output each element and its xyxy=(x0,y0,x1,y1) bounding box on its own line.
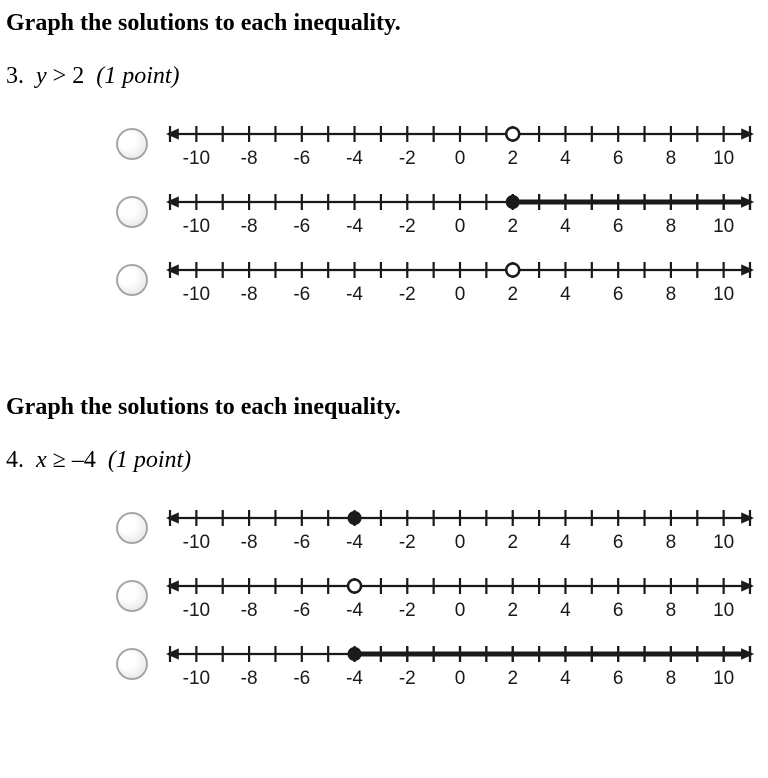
svg-text:8: 8 xyxy=(666,284,677,305)
svg-text:-10: -10 xyxy=(183,600,210,621)
svg-text:10: 10 xyxy=(713,148,734,169)
svg-text:-8: -8 xyxy=(241,668,258,689)
svg-text:10: 10 xyxy=(713,600,734,621)
svg-text:-8: -8 xyxy=(241,284,258,305)
svg-text:4: 4 xyxy=(560,284,571,305)
question-4-prompt: 4. x ≥ –4 (1 point) xyxy=(6,447,768,474)
svg-text:6: 6 xyxy=(613,216,624,237)
svg-text:-6: -6 xyxy=(293,148,310,169)
radio-button[interactable] xyxy=(116,580,148,612)
radio-button[interactable] xyxy=(116,264,148,296)
svg-text:0: 0 xyxy=(455,148,466,169)
svg-text:4: 4 xyxy=(560,668,571,689)
svg-text:-4: -4 xyxy=(346,284,363,305)
svg-text:-6: -6 xyxy=(293,600,310,621)
svg-text:0: 0 xyxy=(455,284,466,305)
number-line: -10 -8 -6 -4 -2 0 2 4 6 8 10 xyxy=(160,178,760,246)
number-line: -10 -8 -6 -4 -2 0 2 4 6 8 10 xyxy=(160,630,760,698)
points-label: (1 point) xyxy=(108,447,191,473)
svg-text:-10: -10 xyxy=(183,532,210,553)
svg-text:8: 8 xyxy=(666,532,677,553)
answer-option[interactable]: -10 -8 -6 -4 -2 0 2 4 6 8 10 xyxy=(116,178,768,246)
svg-text:2: 2 xyxy=(507,600,518,621)
svg-text:6: 6 xyxy=(613,668,624,689)
question-number: 3. xyxy=(6,63,24,89)
number-line: -10 -8 -6 -4 -2 0 2 4 6 8 10 xyxy=(160,246,760,314)
question-3-prompt: 3. y > 2 (1 point) xyxy=(6,63,768,90)
number-line: -10 -8 -6 -4 -2 0 2 4 6 8 10 xyxy=(160,494,760,562)
answer-option[interactable]: -10 -8 -6 -4 -2 0 2 4 6 8 10 xyxy=(116,562,768,630)
svg-text:8: 8 xyxy=(666,148,677,169)
svg-text:-10: -10 xyxy=(183,284,210,305)
svg-text:-6: -6 xyxy=(293,532,310,553)
answer-option[interactable]: -10 -8 -6 -4 -2 0 2 4 6 8 10 xyxy=(116,246,768,314)
svg-text:-4: -4 xyxy=(346,600,363,621)
svg-text:-4: -4 xyxy=(346,532,363,553)
svg-text:0: 0 xyxy=(455,668,466,689)
svg-text:-2: -2 xyxy=(399,148,416,169)
svg-text:8: 8 xyxy=(666,600,677,621)
svg-text:8: 8 xyxy=(666,216,677,237)
svg-text:-10: -10 xyxy=(183,668,210,689)
radio-button[interactable] xyxy=(116,128,148,160)
svg-text:-2: -2 xyxy=(399,668,416,689)
svg-text:-4: -4 xyxy=(346,668,363,689)
svg-text:-6: -6 xyxy=(293,216,310,237)
radio-button[interactable] xyxy=(116,512,148,544)
svg-text:6: 6 xyxy=(613,600,624,621)
inequality-expr: y > 2 xyxy=(36,63,84,89)
svg-text:-2: -2 xyxy=(399,532,416,553)
question-number: 4. xyxy=(6,447,24,473)
svg-text:4: 4 xyxy=(560,532,571,553)
svg-text:10: 10 xyxy=(713,668,734,689)
radio-button[interactable] xyxy=(116,196,148,228)
svg-text:-2: -2 xyxy=(399,600,416,621)
svg-text:10: 10 xyxy=(713,532,734,553)
svg-text:-8: -8 xyxy=(241,532,258,553)
points-label: (1 point) xyxy=(96,63,179,89)
svg-text:-8: -8 xyxy=(241,216,258,237)
svg-text:4: 4 xyxy=(560,148,571,169)
answer-option[interactable]: -10 -8 -6 -4 -2 0 2 4 6 8 10 xyxy=(116,630,768,698)
svg-text:-8: -8 xyxy=(241,148,258,169)
svg-text:-6: -6 xyxy=(293,668,310,689)
svg-text:2: 2 xyxy=(507,284,518,305)
svg-text:4: 4 xyxy=(560,600,571,621)
svg-text:10: 10 xyxy=(713,216,734,237)
svg-text:2: 2 xyxy=(507,668,518,689)
svg-text:-4: -4 xyxy=(346,148,363,169)
radio-button[interactable] xyxy=(116,648,148,680)
number-line: -10 -8 -6 -4 -2 0 2 4 6 8 10 xyxy=(160,110,760,178)
svg-text:2: 2 xyxy=(507,148,518,169)
svg-text:0: 0 xyxy=(455,216,466,237)
svg-text:4: 4 xyxy=(560,216,571,237)
svg-text:-2: -2 xyxy=(399,284,416,305)
svg-text:-10: -10 xyxy=(183,148,210,169)
section-heading-1: Graph the solutions to each inequality. xyxy=(6,10,768,37)
number-line: -10 -8 -6 -4 -2 0 2 4 6 8 10 xyxy=(160,562,760,630)
answer-option[interactable]: -10 -8 -6 -4 -2 0 2 4 6 8 10 xyxy=(116,110,768,178)
answer-option[interactable]: -10 -8 -6 -4 -2 0 2 4 6 8 10 xyxy=(116,494,768,562)
section-heading-2: Graph the solutions to each inequality. xyxy=(6,394,768,421)
svg-text:2: 2 xyxy=(507,216,518,237)
svg-text:8: 8 xyxy=(666,668,677,689)
svg-text:6: 6 xyxy=(613,148,624,169)
inequality-expr: x ≥ –4 xyxy=(36,447,96,473)
svg-text:6: 6 xyxy=(613,284,624,305)
svg-text:0: 0 xyxy=(455,600,466,621)
svg-text:-4: -4 xyxy=(346,216,363,237)
svg-text:-10: -10 xyxy=(183,216,210,237)
svg-text:-6: -6 xyxy=(293,284,310,305)
svg-text:2: 2 xyxy=(507,532,518,553)
svg-text:6: 6 xyxy=(613,532,624,553)
svg-text:-2: -2 xyxy=(399,216,416,237)
svg-text:10: 10 xyxy=(713,284,734,305)
svg-text:0: 0 xyxy=(455,532,466,553)
svg-text:-8: -8 xyxy=(241,600,258,621)
